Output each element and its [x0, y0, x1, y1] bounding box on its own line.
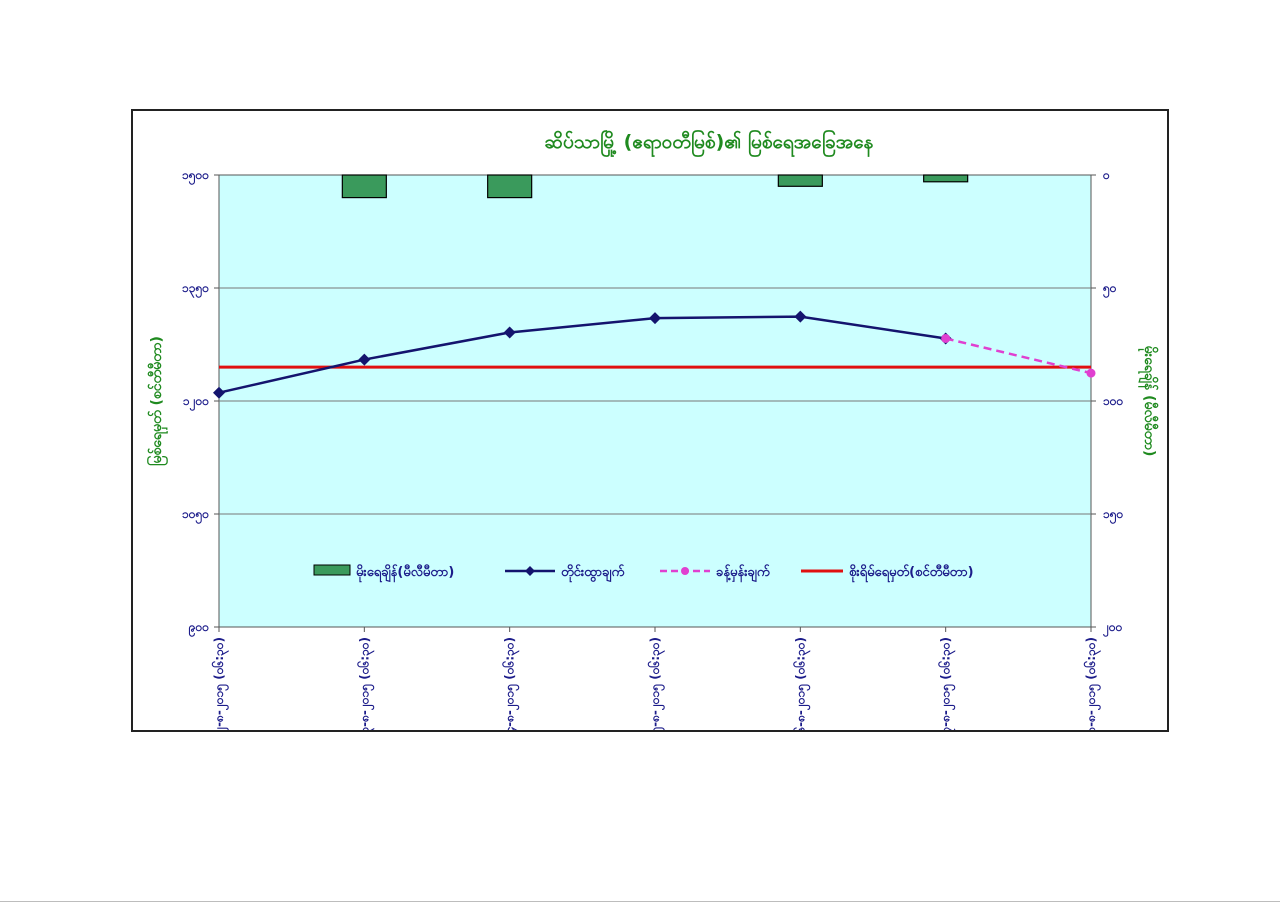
legend-item: စိုးရိမ်ရေမှတ်(စင်တီမီတာ) — [801, 563, 974, 583]
observed-point — [503, 326, 516, 339]
x-tick-label: ၅-၈-၂၀၁၅ (၀၆:၃၀) — [646, 637, 666, 730]
observed-point — [649, 312, 661, 325]
observed-point — [213, 386, 225, 399]
left-tick-label: ၁၀၅၀ — [182, 507, 209, 525]
forecast-point — [1086, 368, 1096, 378]
legend-item: ခန့်မှန်းချက် — [660, 563, 770, 583]
legend-marker — [681, 567, 689, 575]
rainfall-bar — [777, 174, 823, 187]
legend-swatch-rainfall — [313, 564, 351, 576]
x-tick-label: ၂-၈-၂၀၁၅ (၀၆:၃၀) — [210, 637, 230, 730]
observed-point — [358, 353, 371, 366]
x-tick-label: ၈-၈-၂၀၁၅ (၀၆:၃၀) — [1082, 637, 1102, 730]
chart-frame: ဆိပ်သာမြို့ (ဧရာဝတီမြစ်)၏ မြစ်ရေအခြေအနေ … — [131, 109, 1169, 732]
left-axis-title: မြစ်ရေမှတ် (စင်တီမီတာ) — [147, 336, 168, 466]
observed-point — [794, 310, 807, 323]
left-tick-label: ၁၃၅၀ — [182, 281, 209, 299]
x-tick-label: ၄-၈-၂၀၁၅ (၀၆:၃၀) — [501, 637, 521, 730]
forecast-point — [941, 333, 951, 343]
x-tick-label: ၆-၈-၂၀၁၅ (၀၆:၃၀) — [791, 637, 811, 730]
left-tick-label: ၁၅၀၀ — [182, 168, 209, 186]
legend-label: မိုးရေချိန်(မီလီမီတာ) — [356, 563, 454, 583]
right-tick-label: ၂၀၀ — [1102, 620, 1123, 638]
legend-label: စိုးရိမ်ရေမှတ်(စင်တီမီတာ) — [849, 563, 974, 583]
legend-item: တိုင်းထွာချက် — [505, 563, 624, 583]
page-divider — [0, 901, 1280, 902]
rainfall-bar — [487, 174, 533, 199]
rainfall-bar — [923, 174, 969, 183]
x-tick-label: ၇-၈-၂၀၁၅ (၀၆:၃၀) — [937, 637, 957, 730]
left-tick-label: ၉၀၀ — [188, 620, 210, 638]
chart-title: ဆိပ်သာမြို့ (ဧရာဝတီမြစ်)၏ မြစ်ရေအခြေအနေ — [545, 128, 874, 158]
rainfall-bar — [341, 174, 387, 199]
observed-line — [218, 315, 946, 394]
right-tick-label: ၁၅၀ — [1103, 507, 1124, 525]
right-tick-label: ၅၀ — [1102, 281, 1117, 299]
legend-label: ခန့်မှန်းချက် — [716, 563, 770, 583]
legend-marker — [525, 566, 535, 576]
right-tick-label: ၁၀၀ — [1103, 394, 1124, 408]
legend-item: မိုးရေချိန်(မီလီမီတာ) — [313, 563, 454, 583]
right-tick-label: ၀ — [1102, 168, 1110, 182]
chart: ဆိပ်သာမြို့ (ဧရာဝတီမြစ်)၏ မြစ်ရေအခြေအနေ … — [147, 128, 1158, 730]
left-tick-label: ၁၂၀၀ — [183, 394, 209, 412]
forecast-line — [945, 337, 1092, 375]
right-axis-title: မိုးရေချိန် (မီလီမီတာ) — [1138, 346, 1158, 457]
x-tick-label: ၃-၈-၂၀၁၅ (၀၆:၃၀) — [355, 637, 375, 730]
legend-label: တိုင်းထွာချက် — [561, 563, 624, 583]
